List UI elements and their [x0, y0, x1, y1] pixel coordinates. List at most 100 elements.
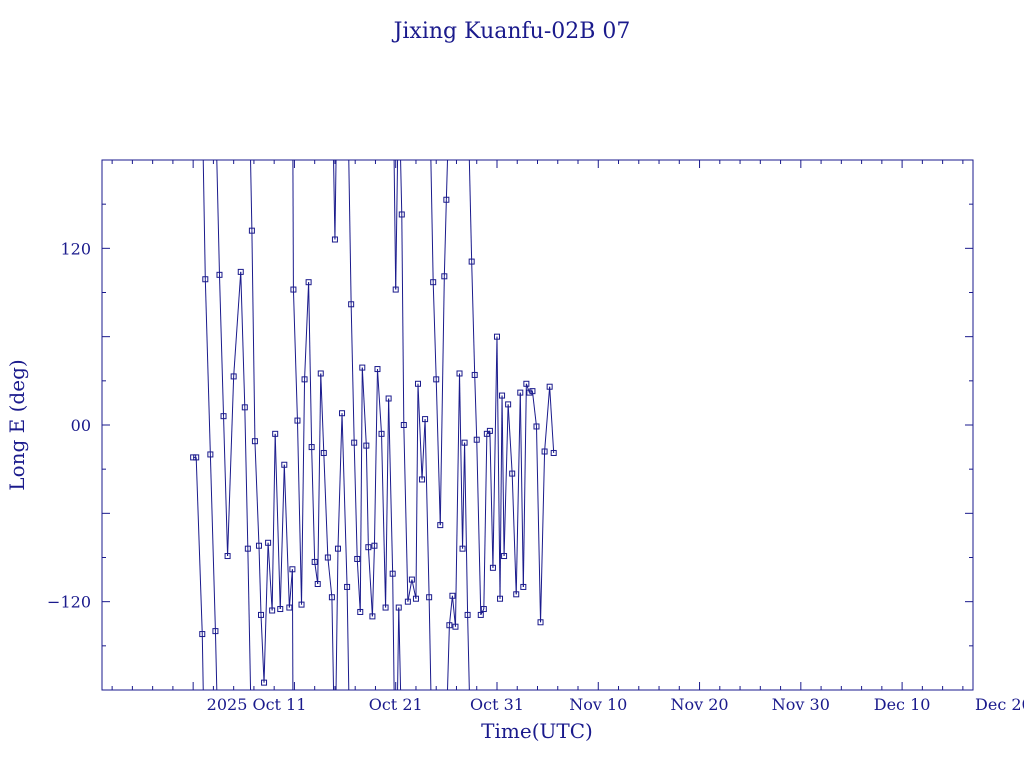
series-line [227, 376, 235, 557]
data-point [290, 286, 297, 293]
data-point [392, 286, 399, 293]
series-line [341, 413, 348, 587]
series-line [544, 386, 551, 452]
data-point [489, 564, 496, 571]
series-line [501, 395, 505, 557]
data-point [298, 601, 305, 608]
series-line [381, 433, 387, 608]
series-line [496, 336, 501, 599]
series-line [515, 392, 521, 595]
y-tick-label: 00 [71, 416, 91, 435]
data-point [190, 454, 197, 461]
data-point [286, 604, 293, 611]
data-point [269, 607, 276, 614]
series-points [190, 196, 557, 686]
series-line [462, 442, 466, 549]
series-line [218, 274, 225, 417]
data-point [477, 611, 484, 618]
y-tick-label: 120 [60, 239, 91, 258]
data-point [199, 631, 206, 638]
series-line [503, 404, 509, 557]
series-line [499, 395, 503, 599]
data-point [216, 271, 223, 278]
data-point [351, 439, 358, 446]
data-point [468, 258, 475, 265]
series-line [507, 404, 513, 474]
series-line [411, 579, 417, 599]
data-point [537, 619, 544, 626]
data-point [374, 366, 381, 373]
data-point [389, 570, 396, 577]
series-line [540, 451, 546, 623]
series-line [247, 548, 252, 691]
series-line [459, 373, 464, 549]
series-line [522, 383, 527, 587]
data-point [520, 583, 527, 590]
x-tick-labels: 2025 Oct 11 Oct 21 Oct 31 Nov 10 Nov 20 Nov 3… [207, 695, 1024, 714]
plot-frame [101, 159, 974, 691]
series-line [403, 424, 409, 602]
data-point [193, 454, 200, 461]
data-point [320, 449, 327, 456]
data-point [248, 227, 255, 234]
data-point [398, 211, 405, 218]
series-line [292, 289, 298, 421]
data-point [426, 594, 433, 601]
series-line [443, 199, 447, 277]
series-line [417, 383, 423, 480]
series-line [311, 447, 316, 562]
data-point [533, 423, 540, 430]
x-tick-label: Dec 20 [975, 695, 1024, 714]
data-point [363, 442, 370, 449]
x-tick-label: Nov 30 [772, 695, 830, 714]
x-tick-label: Nov 20 [670, 695, 728, 714]
data-point [526, 389, 533, 396]
data-point [529, 388, 536, 395]
series-line [407, 579, 413, 602]
series-line [448, 595, 453, 626]
series-line [304, 282, 310, 380]
series-line [331, 597, 335, 691]
data-point [314, 581, 321, 587]
series-line [254, 441, 260, 546]
series-line [356, 558, 361, 613]
series-line [398, 607, 402, 691]
data-point [202, 276, 209, 283]
series-line [240, 271, 246, 408]
series-line [385, 398, 390, 608]
data-point [517, 389, 524, 396]
data-point [513, 591, 520, 598]
series-line [320, 373, 325, 453]
data-point [308, 444, 315, 451]
data-point [443, 196, 450, 203]
data-point [395, 604, 402, 611]
x-tick-label: Oct 31 [470, 695, 524, 714]
data-point [419, 476, 426, 483]
series-line [474, 374, 478, 440]
data-point [251, 438, 258, 445]
data-point [497, 595, 504, 602]
data-point [258, 611, 265, 618]
data-point [461, 439, 468, 446]
data-point [339, 410, 346, 417]
data-point [382, 604, 389, 611]
data-point [365, 544, 372, 551]
series-line [292, 159, 294, 290]
data-point [212, 628, 219, 635]
series-line [337, 413, 343, 549]
series-line [296, 420, 303, 605]
data-point [305, 279, 312, 286]
data-point [509, 470, 516, 477]
series-line [223, 416, 229, 557]
series-line [445, 159, 449, 200]
data-point [369, 613, 376, 620]
series-line [397, 607, 400, 691]
series-line [471, 261, 476, 375]
series-line [424, 419, 430, 598]
data-point [357, 608, 364, 615]
series-line [350, 304, 355, 443]
data-point [261, 679, 268, 686]
series-line [258, 545, 262, 615]
x-tick-label: Nov 10 [569, 695, 627, 714]
data-point [241, 404, 248, 411]
